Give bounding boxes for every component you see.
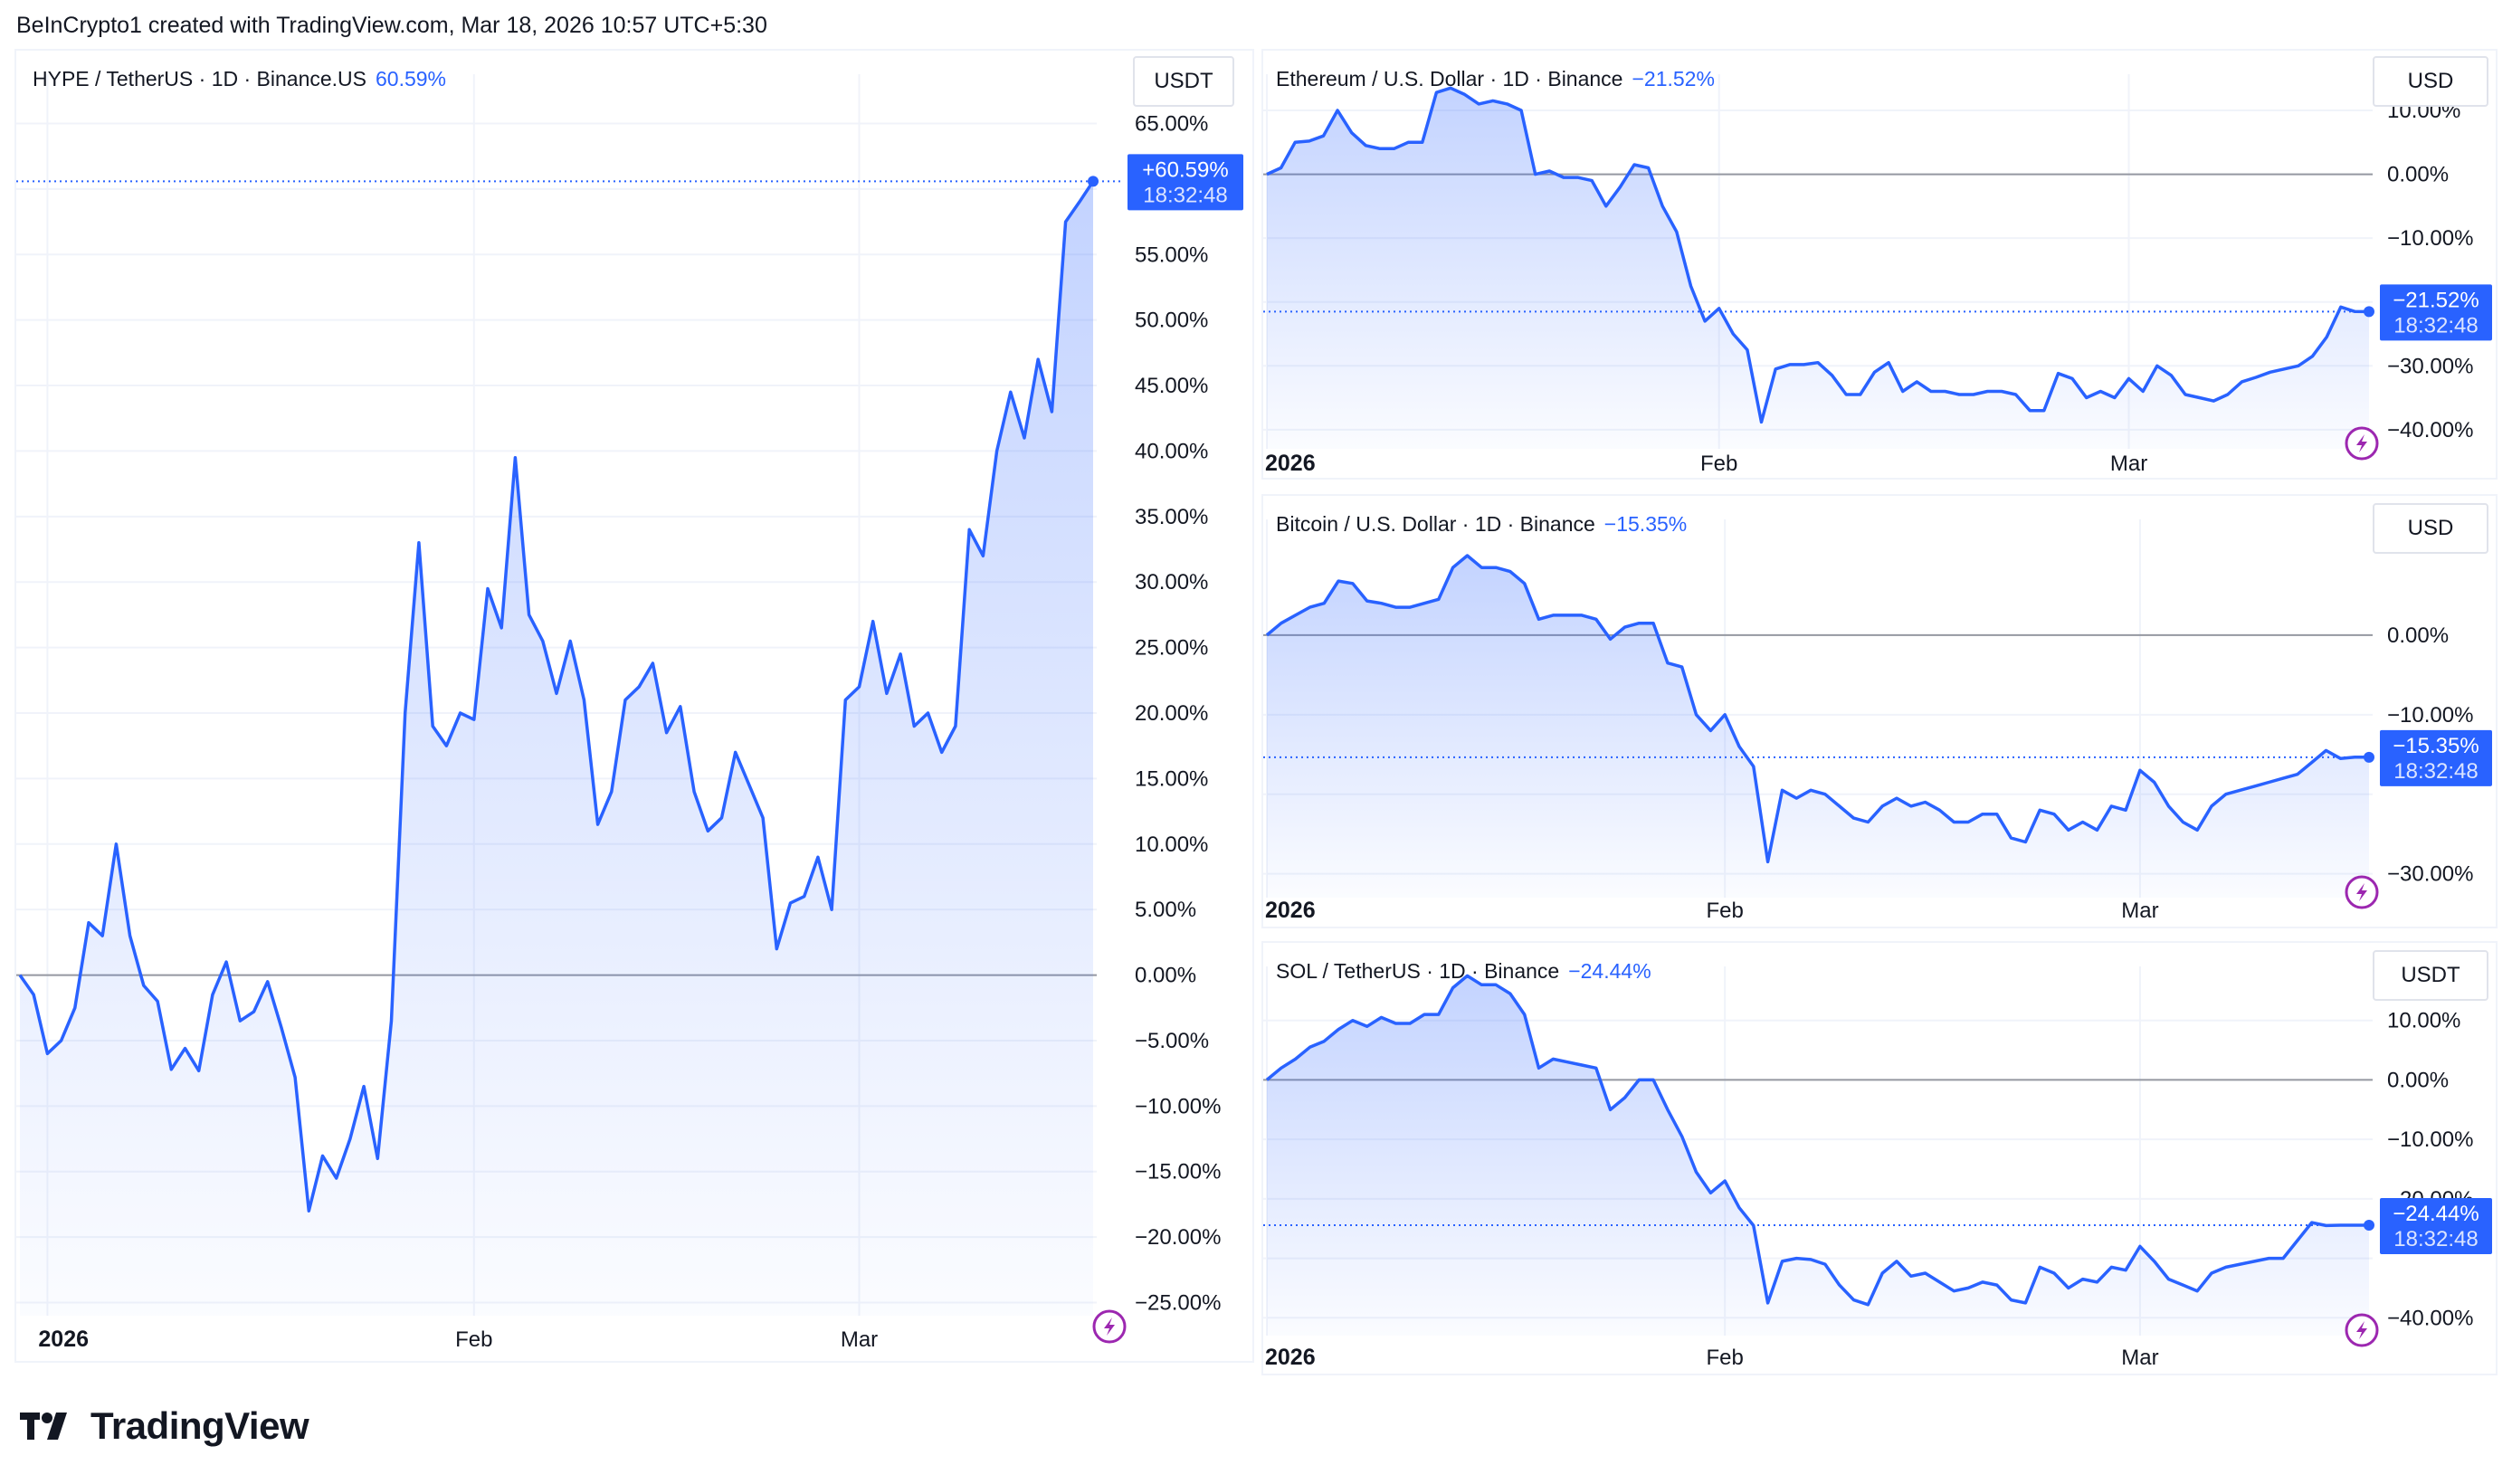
hype-event-lightning-icon[interactable] [1092,1309,1127,1344]
hype-y-tick-label: 10.00% [1135,832,1208,857]
hype-y-tick-label: 0.00% [1135,964,1196,988]
hype-symbol: HYPE / TetherUS · 1D · Binance.US [33,67,366,90]
eth-x-tick-label: Feb [1700,452,1737,476]
hype-chart-title: HYPE / TetherUS · 1D · Binance.US 60.59% [33,67,446,91]
btc-chart-panel[interactable]: 0.00% −10.00% −30.00% 2026 Feb Mar −15.35% 18:3… [1261,494,2498,928]
hype-last-point[interactable] [1088,176,1099,187]
tradingview-logo-text: TradingView [90,1404,309,1447]
btc-event-lightning-icon[interactable] [2345,875,2379,909]
sol-chart-svg[interactable]: 10.00%0.00%−10.00%−20.00%−40.00%2026FebM… [1263,943,2498,1375]
sol-y-tick-label: 10.00% [2387,1009,2460,1033]
btc-y-tick-label: 0.00% [2387,623,2449,648]
btc-x-tick-label: 2026 [1265,898,1316,923]
sol-bar-countdown: 18:32:48 [2393,1227,2478,1251]
eth-x-tick-label: Mar [2110,452,2147,476]
eth-y-tick-label: −40.00% [2387,418,2473,442]
btc-symbol: Bitcoin / U.S. Dollar · 1D · Binance [1276,512,1595,536]
eth-y-tick-label: −30.00% [2387,354,2473,378]
hype-y-tick-label: 45.00% [1135,374,1208,398]
eth-currency-button[interactable]: USD [2373,56,2488,107]
btc-chart-svg[interactable]: 0.00%−10.00%−30.00%2026 Feb Mar−15.35%18:3… [1263,496,2498,928]
sol-symbol: SOL / TetherUS · 1D · Binance [1276,959,1560,983]
hype-currency-button[interactable]: USDT [1133,56,1234,107]
hype-bar-countdown: 18:32:48 [1143,183,1227,207]
hype-y-tick-label: −15.00% [1135,1160,1221,1184]
hype-price-line[interactable] [18,180,1095,1213]
btc-last-price-badge [2380,729,2492,786]
sol-currency-button[interactable]: USDT [2373,950,2488,1001]
hype-x-tick-label: Mar [841,1327,878,1352]
sol-x-tick-label: Feb [1707,1346,1744,1370]
eth-last-point[interactable] [2364,306,2374,318]
btc-y-tick-label: −30.00% [2387,862,2473,887]
hype-y-tick-label: 35.00% [1135,505,1208,529]
btc-chart-title: Bitcoin / U.S. Dollar · 1D · Binance −15.… [1276,512,1687,537]
sol-price-line[interactable] [1265,974,2369,1307]
hype-chart-svg[interactable]: 65.00% 55.00% 50.00% 45.00% 40.00% 35.00% 30.0… [16,51,1254,1363]
sol-last-point[interactable] [2364,1220,2374,1232]
sol-change: −24.44% [1568,959,1651,983]
hype-area-fill [20,181,1093,1316]
eth-chart-svg[interactable]: 10.00%0.00%−10.00%−30.00%−40.00%2026 Feb M… [1263,51,2498,480]
sol-x-tick-label: Mar [2121,1346,2158,1370]
chart-header: BeInCrypto1 created with TradingView.com… [16,13,767,38]
tradingview-logo[interactable]: TradingView [20,1404,309,1448]
eth-area-fill [1267,88,2369,450]
eth-last-price-badge [2380,284,2492,341]
hype-change: 60.59% [376,67,447,90]
hype-y-tick-label: 65.00% [1135,111,1208,136]
hype-y-tick-label: 30.00% [1135,570,1208,595]
eth-bar-countdown: 18:32:48 [2393,313,2478,338]
btc-x-tick-label: Mar [2121,899,2158,923]
hype-y-tick-label: −20.00% [1135,1225,1221,1250]
btc-change: −15.35% [1603,512,1688,536]
btc-x-tick-label: Feb [1707,899,1744,923]
hype-y-tick-label: 40.00% [1135,439,1208,463]
hype-y-tick-label: 5.00% [1135,898,1196,922]
btc-last-price-value: −15.35% [2393,734,2479,758]
eth-change: −21.52% [1632,67,1715,90]
sol-chart-title: SOL / TetherUS · 1D · Binance −24.44% [1276,959,1651,984]
eth-x-tick-label: 2026 [1265,451,1316,476]
hype-chart-panel[interactable]: 65.00% 55.00% 50.00% 45.00% 40.00% 35.00% 30.0… [14,49,1254,1363]
hype-last-price-value: +60.59% [1142,157,1228,182]
btc-last-point[interactable] [2364,751,2374,763]
btc-y-tick-label: −10.00% [2387,703,2473,728]
sol-x-tick-label: 2026 [1265,1345,1316,1370]
sol-chart-panel[interactable]: 10.00%0.00%−10.00%−20.00%−40.00%2026FebM… [1261,941,2498,1375]
eth-symbol: Ethereum / U.S. Dollar · 1D · Binance [1276,67,1623,90]
tradingview-logo-icon [20,1413,67,1440]
sol-last-price-badge [2380,1198,2492,1255]
hype-y-tick-label: 55.00% [1135,243,1208,267]
eth-event-lightning-icon[interactable] [2345,426,2379,461]
hype-last-price-badge [1128,154,1243,211]
hype-y-tick-label: 15.00% [1135,766,1208,791]
hype-y-tick-label: −10.00% [1135,1094,1221,1118]
hype-x-tick-label: Feb [455,1327,492,1352]
btc-bar-countdown: 18:32:48 [2393,759,2478,784]
sol-y-tick-label: −40.00% [2387,1306,2473,1330]
btc-area-fill [1267,556,2369,898]
eth-y-tick-label: −10.00% [2387,226,2473,251]
eth-chart-panel[interactable]: 10.00% 0.00% −10.00% −30.00% −40.00% 2026 Feb M… [1261,49,2498,480]
hype-y-tick-label: −5.00% [1135,1029,1209,1053]
hype-y-tick-label: −25.00% [1135,1291,1221,1316]
eth-chart-title: Ethereum / U.S. Dollar · 1D · Binance −21… [1276,67,1715,91]
hype-y-tick-label: 25.00% [1135,636,1208,661]
sol-event-lightning-icon[interactable] [2345,1313,2379,1347]
sol-last-price-value: −24.44% [2393,1202,2479,1226]
eth-y-tick-label: 0.00% [2387,163,2449,187]
eth-last-price-value: −21.52% [2393,288,2479,312]
eth-price-line[interactable] [1266,86,2370,424]
sol-area-fill [1267,975,2369,1336]
sol-y-tick-label: −10.00% [2387,1127,2473,1152]
hype-y-tick-label: 50.00% [1135,309,1208,333]
hype-y-tick-label: 20.00% [1135,701,1208,726]
sol-y-tick-label: 0.00% [2387,1068,2449,1092]
btc-price-line[interactable] [1265,554,2369,864]
hype-x-tick-label: 2026 [38,1327,89,1352]
btc-currency-button[interactable]: USD [2373,503,2488,554]
